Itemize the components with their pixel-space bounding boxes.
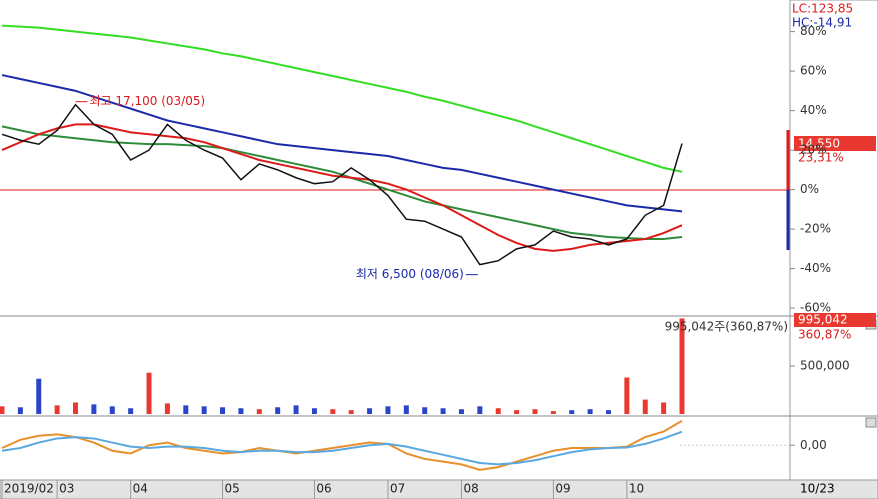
volume-bar <box>311 408 317 414</box>
volume-bar <box>73 402 79 414</box>
volume-bar <box>458 409 464 414</box>
volume-bar <box>587 409 593 414</box>
x-tick-label: 07 <box>390 482 405 496</box>
volume-bar <box>624 377 630 414</box>
last-change: 23,31% <box>798 151 844 165</box>
series-line <box>1 419 683 471</box>
volume-bar <box>403 405 409 414</box>
volume-bar <box>514 410 520 414</box>
volume-bar <box>0 406 5 414</box>
volume-bar <box>91 404 97 414</box>
volume-bar <box>642 399 648 414</box>
x-tick-label: 08 <box>463 482 478 496</box>
last-volume: 995,042 <box>798 313 848 327</box>
last-price: 14,550 <box>798 137 840 151</box>
volume-bar <box>36 378 42 414</box>
volume-bar <box>422 407 428 414</box>
y-tick-label: 20% <box>800 143 827 157</box>
volume-bar <box>220 407 226 414</box>
lc-label: LC:123,85 <box>792 2 853 16</box>
y-tick-label: 0,00 <box>800 438 827 452</box>
volume-bar <box>164 403 170 414</box>
volume-bar <box>128 408 134 414</box>
y-tick-label: 60% <box>800 64 827 78</box>
date-axis <box>0 479 878 499</box>
hc-label: HC:-14,91 <box>792 16 852 30</box>
x-tick-label: 04 <box>133 482 148 496</box>
right-axis <box>789 0 878 481</box>
x-tick-label: 10 <box>629 482 644 496</box>
volume-bar <box>146 372 152 414</box>
series-line <box>1 74 683 213</box>
volume-bar <box>679 318 685 414</box>
series-line <box>1 123 683 252</box>
high-annotation: 최고 17,100 (03/05) <box>90 94 206 108</box>
price-badge <box>794 136 876 151</box>
volume-bar <box>293 405 299 414</box>
volume-bar <box>109 406 115 414</box>
last-volume-ratio: 360,87% <box>798 328 851 342</box>
series-line <box>1 24 683 173</box>
volume-badge <box>794 313 876 327</box>
volume-bar <box>661 402 667 414</box>
y-tick-label: 500,000 <box>800 359 850 373</box>
x-tick-label: 2019/02 <box>4 482 54 496</box>
volume-bar <box>201 406 207 414</box>
pane-close[interactable] <box>865 417 877 428</box>
volume-bar <box>495 408 501 414</box>
volume-bar <box>569 410 575 414</box>
volume-bar <box>477 406 483 414</box>
volume-bar <box>550 411 556 414</box>
volume-bar <box>256 409 262 414</box>
y-tick-label: -60% <box>800 301 831 315</box>
y-tick-label: 0% <box>800 182 819 196</box>
volume-bar <box>275 407 281 414</box>
end-date: 10/23 <box>800 482 835 496</box>
volume-bar <box>532 409 538 414</box>
volume-bar <box>330 409 336 414</box>
volume-bar <box>367 408 373 414</box>
x-tick-label: 03 <box>59 482 74 496</box>
series-line <box>1 430 683 466</box>
volume-bar <box>605 410 611 414</box>
volume-bar <box>348 410 354 414</box>
low-annotation: 최저 6,500 (08/06) <box>356 267 464 281</box>
volume-annotation: 995,042주(360,87%) <box>665 320 788 334</box>
y-tick-label: 80% <box>800 24 827 38</box>
y-tick-label: -40% <box>800 261 831 275</box>
volume-bar <box>183 405 189 414</box>
series-line <box>1 103 683 266</box>
x-tick-label: 05 <box>225 482 240 496</box>
volume-bar <box>440 408 446 414</box>
x-tick-label: 06 <box>316 482 331 496</box>
volume-bar <box>54 405 60 414</box>
x-tick-label: 09 <box>555 482 570 496</box>
y-tick-label: -20% <box>800 222 831 236</box>
volume-bar <box>385 406 391 414</box>
volume-bar <box>238 408 244 414</box>
volume-bar <box>17 407 23 414</box>
y-tick-label: 40% <box>800 103 827 117</box>
